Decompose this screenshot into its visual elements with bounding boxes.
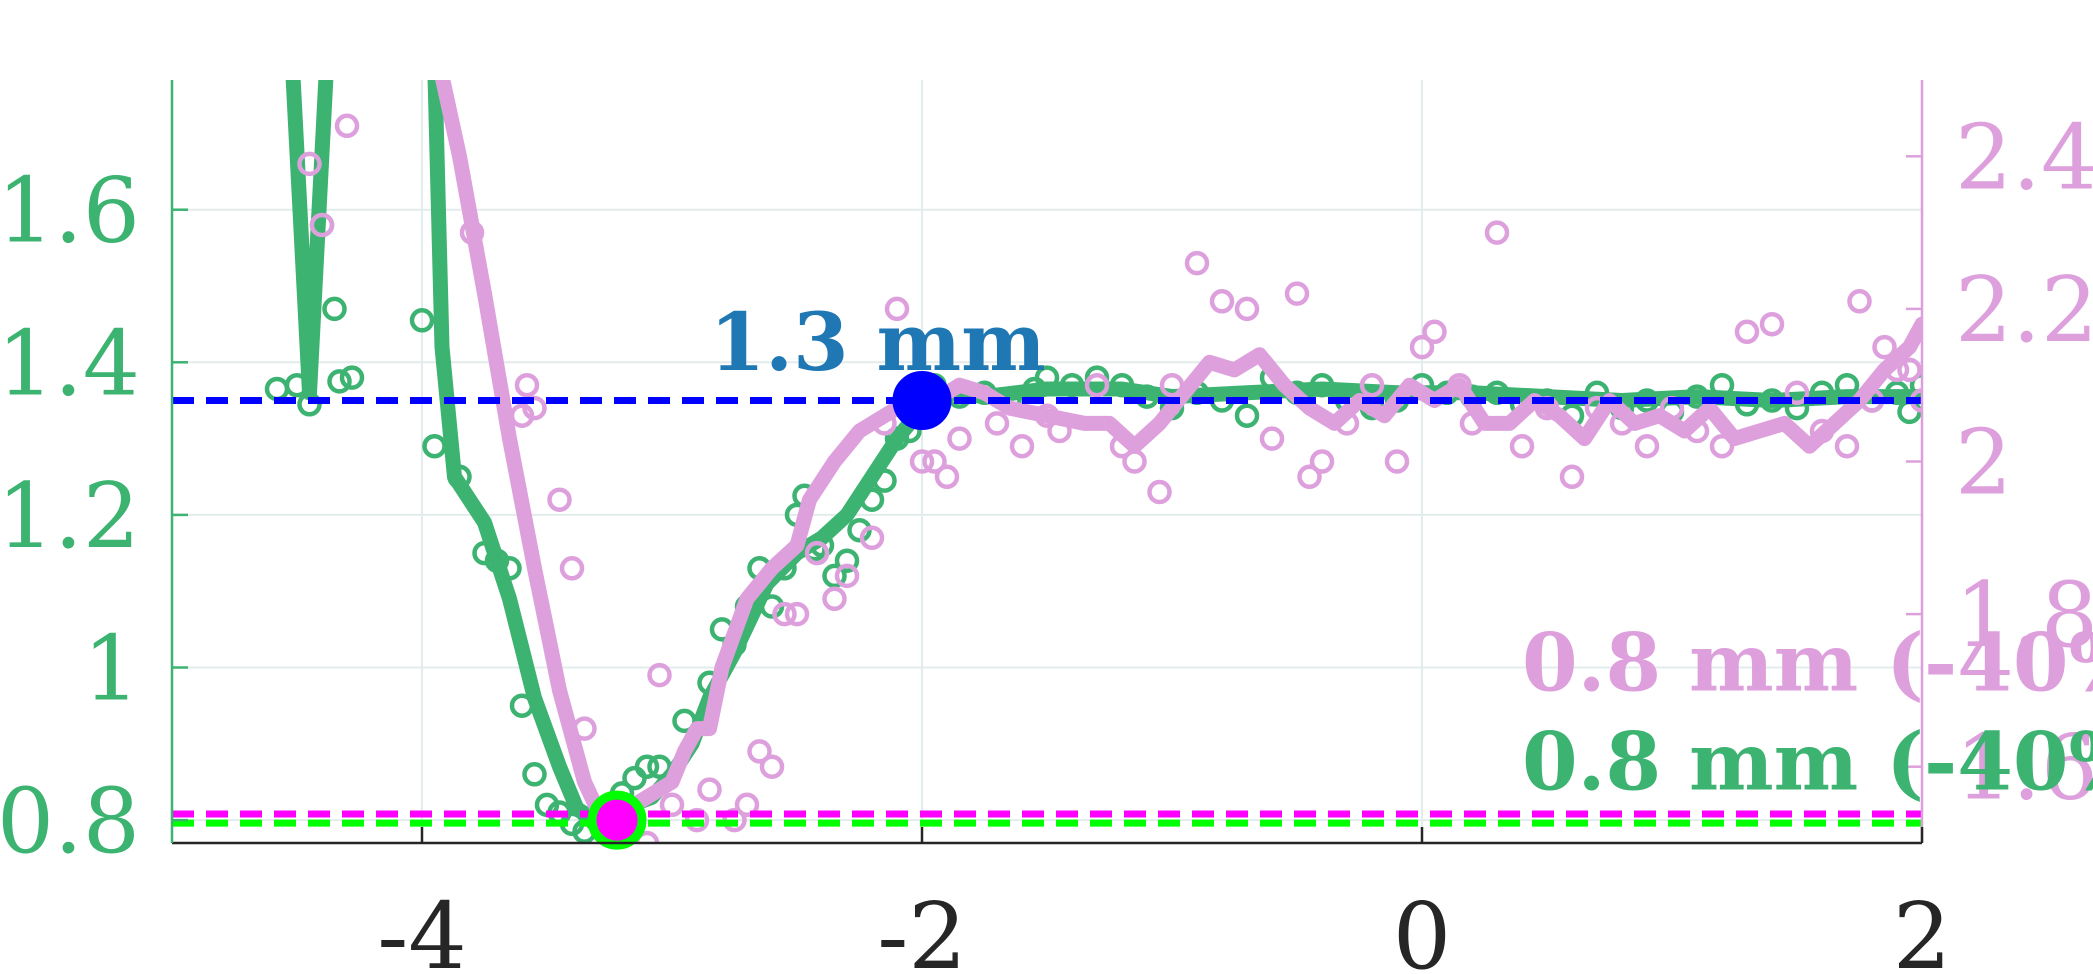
data-point-right bbox=[1897, 357, 1922, 383]
y-left-tick-label: 1.6 bbox=[0, 159, 140, 264]
markers bbox=[587, 370, 952, 850]
data-point-right bbox=[334, 113, 360, 139]
data-point-right bbox=[1297, 464, 1322, 490]
data-point-right bbox=[547, 487, 572, 512]
highlight-marker bbox=[587, 790, 647, 850]
data-point-right bbox=[1259, 426, 1285, 451]
data-point-right bbox=[984, 411, 1010, 436]
data-point-right bbox=[909, 449, 935, 474]
y-left-tick-label: 1.4 bbox=[0, 311, 140, 416]
data-point-right bbox=[1422, 319, 1447, 345]
y-right-tick-label: 2.4 bbox=[1955, 105, 2093, 210]
x-tick-label: 0 bbox=[1393, 883, 1452, 974]
data-point-right bbox=[309, 212, 335, 238]
data-point-right bbox=[859, 525, 885, 551]
data-point-right bbox=[734, 792, 760, 818]
data-point-right bbox=[659, 792, 685, 818]
data-point-right bbox=[884, 296, 910, 322]
data-point-left bbox=[822, 563, 847, 589]
data-point-right bbox=[1409, 334, 1435, 360]
axes bbox=[170, 80, 1924, 845]
data-point-right bbox=[1359, 372, 1385, 398]
data-point-right bbox=[1234, 296, 1260, 322]
y-left-tick-label: 0.8 bbox=[0, 769, 140, 874]
data-point-right bbox=[772, 601, 797, 627]
data-point-left bbox=[339, 365, 365, 390]
x-tick-label: -4 bbox=[377, 883, 467, 974]
data-point-left bbox=[522, 762, 547, 787]
data-point-right bbox=[1384, 449, 1410, 474]
data-point-right bbox=[1009, 433, 1035, 459]
annotations: 1.3 mm 0.8 mm (-40%)0.8 mm (-40%) bbox=[710, 295, 2093, 809]
data-point-left bbox=[409, 308, 435, 333]
data-point-left bbox=[634, 754, 660, 779]
data-point-right bbox=[1634, 433, 1660, 459]
data-point-right bbox=[1284, 281, 1310, 306]
data-point-right bbox=[747, 739, 772, 764]
data-point-right bbox=[1834, 433, 1860, 459]
data-point-right bbox=[759, 754, 785, 779]
y-left-tick-label: 1 bbox=[83, 617, 140, 722]
data-point-right bbox=[934, 464, 960, 490]
annotation-pink: 0.8 mm (-40%) bbox=[1522, 615, 2093, 709]
data-point-right bbox=[822, 586, 847, 612]
data-point-left bbox=[322, 296, 347, 322]
series-line-right bbox=[435, 80, 1922, 820]
data-point-right bbox=[297, 151, 322, 177]
y-right-tick-label: 1.6 bbox=[1955, 716, 2093, 821]
data-point-right bbox=[1784, 380, 1810, 406]
data-point-right bbox=[1847, 289, 1872, 314]
x-tick-label: -2 bbox=[877, 883, 967, 974]
data-point-right bbox=[834, 563, 860, 589]
data-point-right bbox=[804, 540, 830, 566]
reference-lines bbox=[172, 396, 1922, 827]
data-point-right bbox=[1147, 479, 1172, 505]
data-point-left bbox=[1909, 372, 1922, 398]
annotation-green: 0.8 mm (-40%) bbox=[1522, 715, 2093, 809]
highlight-marker bbox=[892, 370, 952, 430]
data-point-right bbox=[784, 601, 810, 627]
x-tick-label: 2 bbox=[1893, 883, 1952, 974]
annotation-blue: 1.3 mm bbox=[710, 295, 1046, 389]
y-right-tick-label: 2 bbox=[1955, 411, 2012, 516]
y-right-tick-label: 2.2 bbox=[1955, 258, 2093, 363]
data-point-left bbox=[327, 369, 352, 394]
data-point-left bbox=[1234, 403, 1260, 428]
data-point-right bbox=[947, 426, 972, 451]
data-point-right bbox=[1734, 319, 1760, 345]
data-point-right bbox=[1184, 250, 1210, 276]
y-left-tick-label: 1.2 bbox=[0, 464, 140, 569]
data-point-right bbox=[697, 777, 722, 802]
data-point-right bbox=[1559, 464, 1585, 490]
data-point-right bbox=[1209, 289, 1235, 314]
data-point-right bbox=[1709, 433, 1735, 459]
data-point-right bbox=[634, 830, 660, 843]
data-point-right bbox=[647, 662, 672, 688]
data-point-right bbox=[514, 372, 540, 398]
data-point-left bbox=[834, 548, 860, 573]
data-point-right bbox=[922, 449, 947, 474]
data-point-right bbox=[1759, 311, 1785, 337]
data-point-right bbox=[1309, 449, 1335, 474]
y-right-tick-label: 1.8 bbox=[1955, 563, 2093, 668]
data-point-right bbox=[559, 556, 585, 581]
data-point-right bbox=[1484, 220, 1510, 245]
data-point-right bbox=[1872, 334, 1897, 360]
data-point-right bbox=[1509, 433, 1535, 459]
data-point-right bbox=[1084, 372, 1110, 398]
tick-labels: -4 -2 0 2 0.8 1 1.2 1.4 1.6 1.6 1.8 2 2.2 2.4 bbox=[0, 105, 2093, 974]
